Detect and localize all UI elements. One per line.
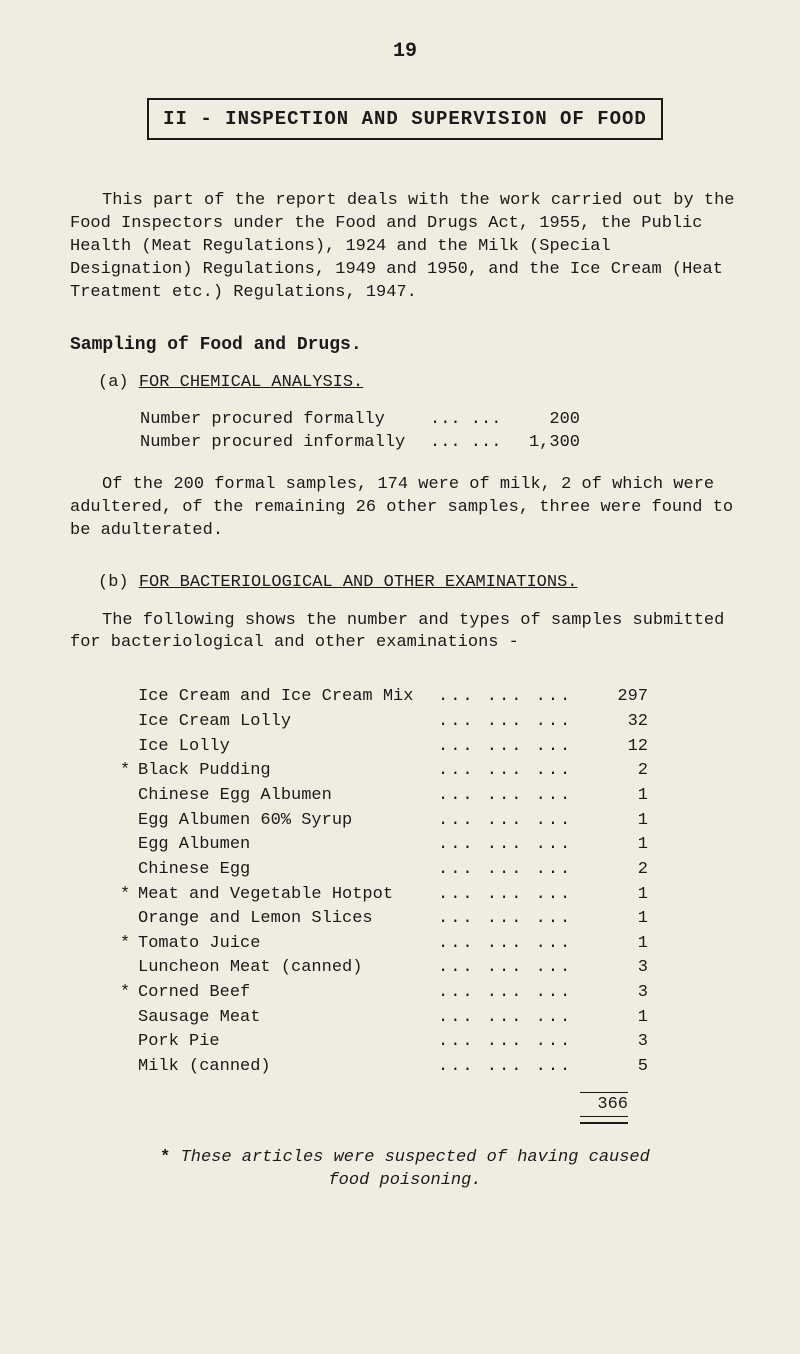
list-label: Black Pudding [138,759,438,784]
list-dots: ... ... ... [438,759,598,784]
list-value: 1 [598,784,648,809]
list-star: * [120,883,138,908]
list-value: 3 [598,956,648,981]
list-label: Ice Cream Lolly [138,710,438,735]
list-dots: ... ... ... [438,784,598,809]
list-value: 3 [598,1030,648,1055]
list-dots: ... ... ... [438,735,598,760]
list-value: 1 [598,932,648,957]
footnote-star: * [160,1148,170,1167]
list-dots: ... ... ... [438,710,598,735]
list-star: * [120,759,138,784]
list-label: Luncheon Meat (canned) [138,956,438,981]
list-star: * [120,981,138,1006]
footnote-line2: food poisoning. [328,1171,481,1190]
list-dots: ... ... ... [438,858,598,883]
list-value: 1 [598,907,648,932]
list-label: Meat and Vegetable Hotpot [138,883,438,908]
list-item: Ice Cream and Ice Cream Mix... ... ...29… [120,685,740,710]
list-item: Ice Cream Lolly... ... ...32 [120,710,740,735]
formal-dots: ... ... [430,410,510,429]
list-value: 5 [598,1055,648,1080]
list-dots: ... ... ... [438,1030,598,1055]
list-label: Corned Beef [138,981,438,1006]
footnote-line1: These articles were suspected of having … [181,1148,650,1167]
list-dots: ... ... ... [438,833,598,858]
list-item: *Tomato Juice... ... ...1 [120,932,740,957]
list-item: Orange and Lemon Slices... ... ...1 [120,907,740,932]
informal-label: Number procured informally [140,433,430,452]
list-item: Egg Albumen 60% Syrup... ... ...1 [120,809,740,834]
list-item: Chinese Egg... ... ...2 [120,858,740,883]
list-dots: ... ... ... [438,1006,598,1031]
formal-value: 200 [510,410,580,429]
list-item: Chinese Egg Albumen... ... ...1 [120,784,740,809]
list-item: Milk (canned)... ... ...5 [120,1055,740,1080]
list-dots: ... ... ... [438,809,598,834]
list-value: 1 [598,809,648,834]
list-dots: ... ... ... [438,1055,598,1080]
page-number: 19 [70,40,740,63]
section-a-head: (a) FOR CHEMICAL ANALYSIS. [98,373,740,392]
list-label: Egg Albumen 60% Syrup [138,809,438,834]
list-label: Milk (canned) [138,1055,438,1080]
informal-dots: ... ... [430,433,510,452]
list-label: Chinese Egg [138,858,438,883]
list-value: 297 [598,685,648,710]
list-label: Tomato Juice [138,932,438,957]
list-value: 2 [598,759,648,784]
informal-value: 1,300 [510,433,580,452]
section-b-paragraph: The following shows the number and types… [70,610,740,656]
formal-label: Number procured formally [140,410,430,429]
total-rule-top [580,1092,628,1093]
list-star: * [120,932,138,957]
list-label: Ice Lolly [138,735,438,760]
list-item: *Meat and Vegetable Hotpot... ... ...1 [120,883,740,908]
list-value: 1 [598,833,648,858]
document-page: 19 II - INSPECTION AND SUPERVISION OF FO… [0,0,800,1354]
section-b-head: (b) FOR BACTERIOLOGICAL AND OTHER EXAMIN… [98,573,740,592]
list-label: Egg Albumen [138,833,438,858]
list-label: Chinese Egg Albumen [138,784,438,809]
title-box: II - INSPECTION AND SUPERVISION OF FOOD [147,98,663,140]
list-dots: ... ... ... [438,883,598,908]
intro-paragraph: This part of the report deals with the w… [70,190,740,305]
section-b-title: FOR BACTERIOLOGICAL AND OTHER EXAMINATIO… [139,573,578,592]
list-item: Luncheon Meat (canned)... ... ...3 [120,956,740,981]
footnote: * These articles were suspected of havin… [70,1146,740,1194]
formal-row: Number procured formally ... ... 200 [140,410,740,429]
samples-list: Ice Cream and Ice Cream Mix... ... ...29… [120,685,740,1079]
total-value: 366 [570,1095,628,1114]
sampling-heading: Sampling of Food and Drugs. [70,335,740,355]
list-value: 3 [598,981,648,1006]
list-item: Egg Albumen... ... ...1 [120,833,740,858]
title-text: II - INSPECTION AND SUPERVISION OF FOOD [163,108,647,130]
list-item: *Corned Beef... ... ...3 [120,981,740,1006]
total-rule-double [580,1116,628,1124]
list-dots: ... ... ... [438,907,598,932]
list-dots: ... ... ... [438,981,598,1006]
list-dots: ... ... ... [438,932,598,957]
list-value: 32 [598,710,648,735]
section-b-label: (b) [98,573,129,592]
list-label: Orange and Lemon Slices [138,907,438,932]
list-dots: ... ... ... [438,956,598,981]
list-label: Sausage Meat [138,1006,438,1031]
list-item: Sausage Meat... ... ...1 [120,1006,740,1031]
list-value: 12 [598,735,648,760]
list-label: Pork Pie [138,1030,438,1055]
list-value: 2 [598,858,648,883]
informal-row: Number procured informally ... ... 1,300 [140,433,740,452]
list-value: 1 [598,883,648,908]
list-item: *Black Pudding... ... ...2 [120,759,740,784]
section-a-title: FOR CHEMICAL ANALYSIS. [139,373,363,392]
section-a-paragraph: Of the 200 formal samples, 174 were of m… [70,474,740,543]
list-item: Pork Pie... ... ...3 [120,1030,740,1055]
list-label: Ice Cream and Ice Cream Mix [138,685,438,710]
section-a-label: (a) [98,373,129,392]
list-dots: ... ... ... [438,685,598,710]
list-item: Ice Lolly... ... ...12 [120,735,740,760]
list-value: 1 [598,1006,648,1031]
